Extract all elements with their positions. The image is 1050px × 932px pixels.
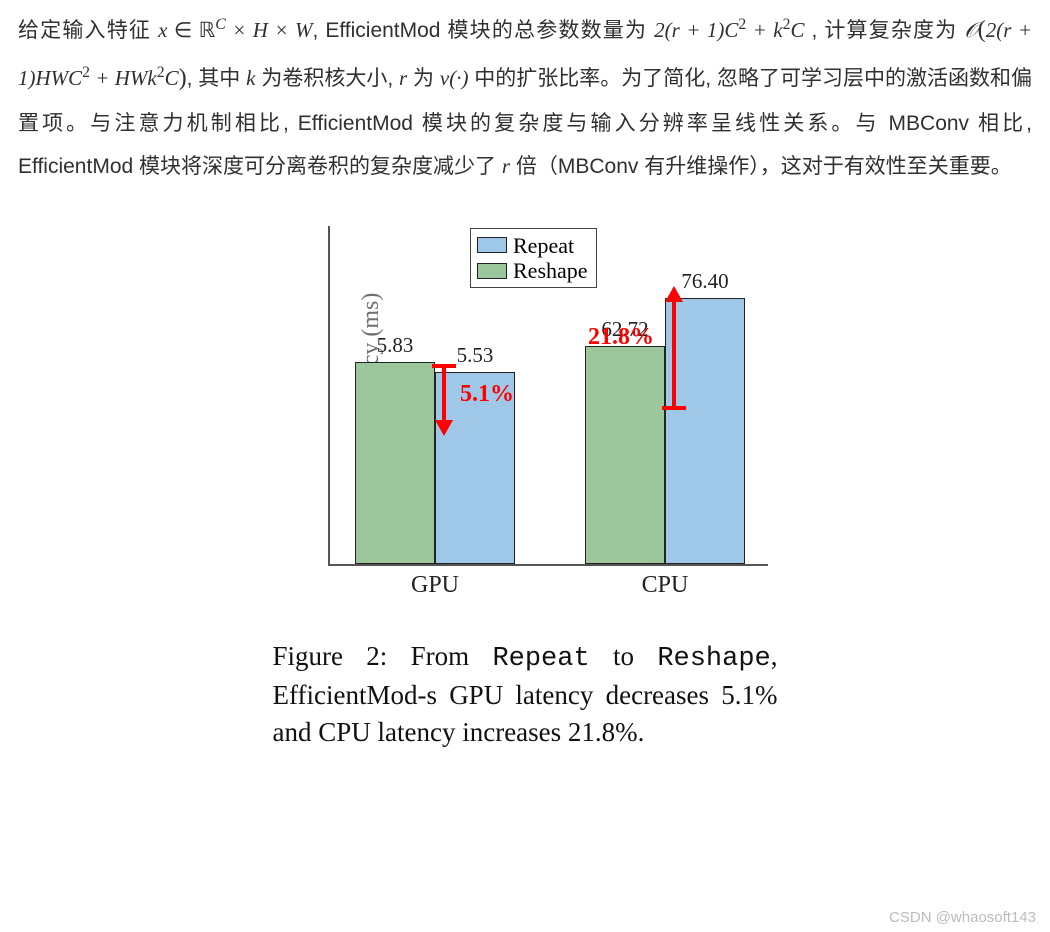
- delta-percent-label: 5.1%: [460, 381, 514, 408]
- math: C: [165, 66, 179, 90]
- math: + HWk: [90, 66, 157, 90]
- math-in: ∈: [167, 18, 198, 42]
- bar-GPU-reshape: [355, 362, 435, 564]
- arrow-tick-icon: [662, 406, 686, 410]
- big-o: 𝒪: [964, 18, 977, 42]
- caption-prefix: Figure 2: From: [273, 641, 493, 671]
- bar-value-label: 5.53: [457, 343, 494, 368]
- paren: ): [179, 64, 187, 91]
- legend-item: Repeat: [477, 233, 588, 258]
- math-R: ℝ: [199, 18, 216, 42]
- math-r2: r: [502, 154, 510, 178]
- sup: 2: [157, 64, 165, 81]
- figure: One Thread Latency (ms) RepeatReshape5.8…: [0, 216, 1050, 750]
- text: 为卷积核大小,: [255, 67, 399, 90]
- text: , 计算复杂度为: [804, 19, 964, 42]
- bar-value-label: 76.40: [681, 269, 728, 294]
- text: 给定输入特征: [18, 19, 158, 42]
- legend-label: Repeat: [513, 233, 574, 258]
- arrow-head-icon: [435, 420, 453, 436]
- bar-CPU-repeat: [665, 298, 745, 564]
- math-r: r: [399, 66, 407, 90]
- text: , EfficientMod 模块的总参数数量为: [312, 19, 654, 42]
- legend-swatch: [477, 237, 507, 253]
- text: , 其中: [187, 67, 247, 90]
- delta-percent-label: 21.8%: [588, 324, 654, 351]
- bar-value-label: 5.83: [377, 333, 414, 358]
- arrow-tick-icon: [432, 364, 456, 368]
- sup: 2: [82, 64, 90, 81]
- arrow-icon: [442, 364, 446, 422]
- x-category-label: CPU: [642, 572, 689, 599]
- math: C: [790, 18, 804, 42]
- chart-legend: RepeatReshape: [470, 228, 597, 289]
- legend-swatch: [477, 263, 507, 279]
- code-word: Repeat: [492, 644, 589, 674]
- legend-label: Reshape: [513, 258, 588, 283]
- arrow-icon: [672, 300, 676, 408]
- text: 倍（MBConv 有升维操作），这对于有效性至关重要。: [510, 155, 1012, 178]
- watermark: CSDN @whaosoft143: [889, 909, 1036, 926]
- math-hw: × H × W: [226, 18, 313, 42]
- math-exp: C: [215, 16, 226, 33]
- math-params: 2(r + 1)C: [654, 18, 738, 42]
- code-word: Reshape: [657, 644, 770, 674]
- text: 为: [407, 67, 440, 90]
- paren: (: [978, 16, 986, 43]
- caption-text: to: [590, 641, 658, 671]
- x-category-label: GPU: [411, 572, 459, 599]
- body-paragraph: 给定输入特征 x ∈ ℝC × H × W, EfficientMod 模块的总…: [0, 0, 1050, 188]
- bar-CPU-reshape: [585, 346, 665, 564]
- math-v: v(·): [440, 66, 469, 90]
- figure-caption: Figure 2: From Repeat to Reshape, Effici…: [273, 638, 778, 750]
- legend-item: Reshape: [477, 258, 588, 283]
- plot-area: RepeatReshape5.835.53GPU5.1%62.7276.40CP…: [328, 226, 768, 566]
- math: + k: [746, 18, 782, 42]
- latency-bar-chart: One Thread Latency (ms) RepeatReshape5.8…: [270, 216, 780, 616]
- arrow-head-icon: [665, 286, 683, 302]
